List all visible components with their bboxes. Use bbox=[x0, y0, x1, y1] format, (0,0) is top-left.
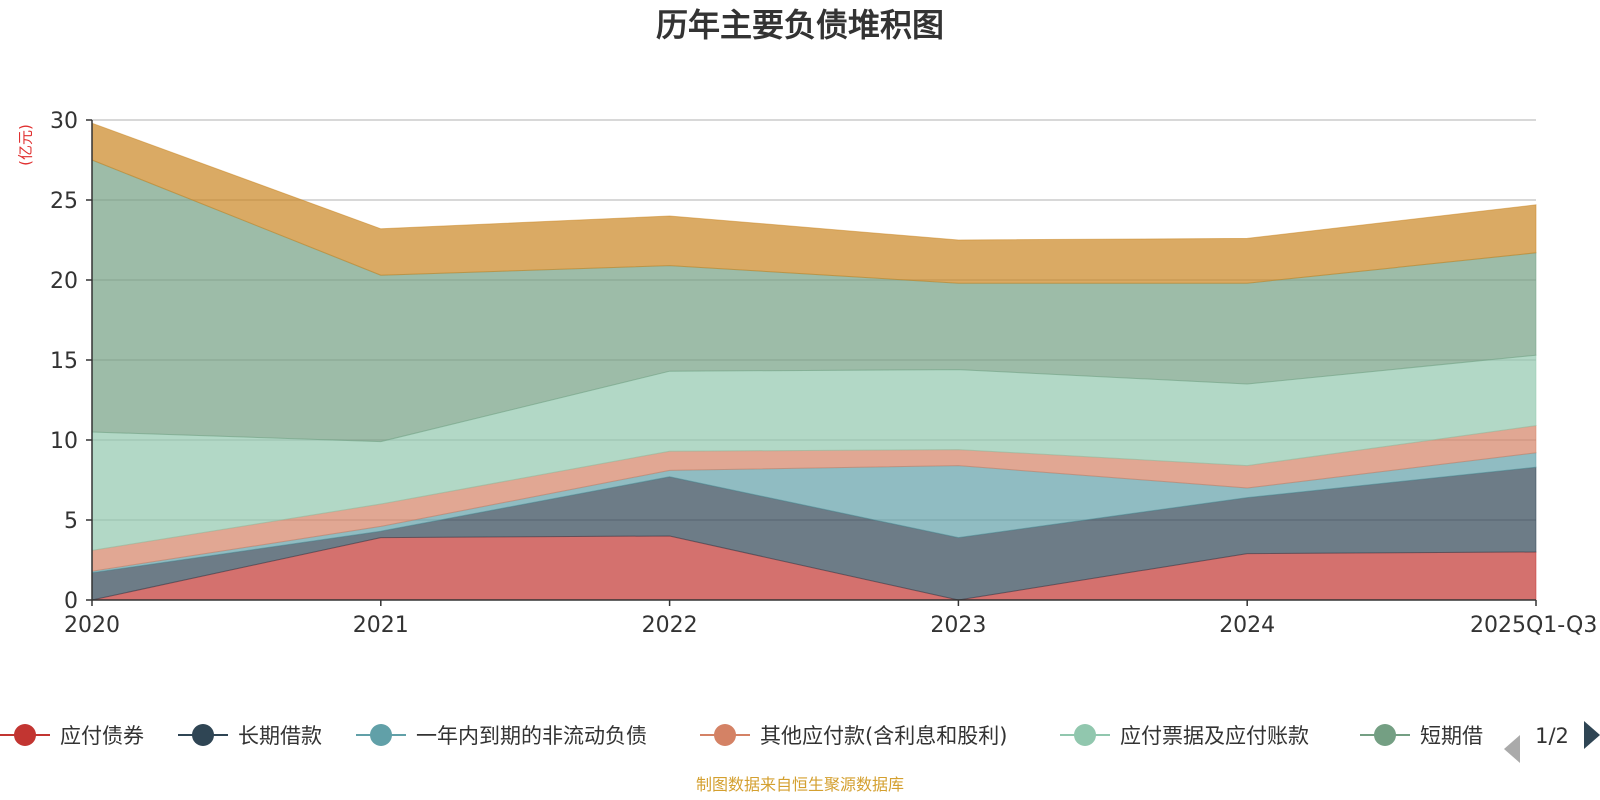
y-tick-label: 25 bbox=[50, 189, 78, 214]
legend-label: 应付票据及应付账款 bbox=[1120, 724, 1309, 748]
legend-label: 长期借款 bbox=[238, 724, 322, 748]
axes: 0 5 10 15 20 25 30 2020 2021 2022 2023 2024 2025Q1-Q… bbox=[50, 109, 1597, 638]
x-tick-label: 2024 bbox=[1219, 613, 1275, 638]
y-tick-label: 20 bbox=[50, 269, 78, 294]
legend-item[interactable]: 短期借 bbox=[1360, 724, 1483, 748]
x-tick-label: 2020 bbox=[64, 613, 120, 638]
legend: 应付债券 长期借款 一年内到期的非流动负债 其他应付款(含利息和股利) 应付票据及应付账… bbox=[0, 721, 1600, 763]
y-tick-label: 15 bbox=[50, 349, 78, 374]
legend-item[interactable]: 长期借款 bbox=[178, 724, 322, 748]
legend-swatch-dot bbox=[1074, 724, 1096, 746]
legend-prev-arrow-icon[interactable] bbox=[1504, 735, 1520, 763]
chart-title: 历年主要负债堆积图 bbox=[656, 6, 944, 44]
area-series bbox=[91, 122, 1537, 601]
legend-item[interactable]: 其他应付款(含利息和股利) bbox=[700, 724, 1007, 748]
data-source-note: 制图数据来自恒生聚源数据库 bbox=[696, 775, 904, 794]
legend-page-indicator: 1/2 bbox=[1535, 724, 1569, 748]
y-tick-label: 5 bbox=[64, 509, 78, 534]
area-6 bbox=[91, 122, 1537, 284]
legend-item[interactable]: 应付债券 bbox=[0, 724, 144, 748]
legend-swatch-dot bbox=[370, 724, 392, 746]
legend-item[interactable]: 应付票据及应付账款 bbox=[1060, 724, 1309, 748]
y-tick-label: 10 bbox=[50, 429, 78, 454]
legend-next-arrow-icon[interactable] bbox=[1584, 721, 1600, 749]
x-tick-label: 2021 bbox=[353, 613, 409, 638]
legend-label: 应付债券 bbox=[60, 724, 144, 748]
legend-swatch-dot bbox=[714, 724, 736, 746]
y-axis-unit: (亿元) bbox=[17, 124, 35, 166]
legend-label: 一年内到期的非流动负债 bbox=[416, 724, 647, 748]
legend-label: 短期借 bbox=[1420, 724, 1483, 748]
legend-swatch-dot bbox=[1374, 724, 1396, 746]
legend-label: 其他应付款(含利息和股利) bbox=[760, 724, 1007, 748]
x-tick-label: 2022 bbox=[642, 613, 698, 638]
x-tick-label: 2023 bbox=[930, 613, 986, 638]
x-tick-label: 2025Q1-Q3 bbox=[1470, 613, 1597, 638]
legend-swatch-dot bbox=[14, 724, 36, 746]
legend-swatch-dot bbox=[192, 724, 214, 746]
y-tick-label: 0 bbox=[64, 589, 78, 614]
y-tick-label: 30 bbox=[50, 109, 78, 134]
legend-item[interactable]: 一年内到期的非流动负债 bbox=[356, 724, 647, 748]
